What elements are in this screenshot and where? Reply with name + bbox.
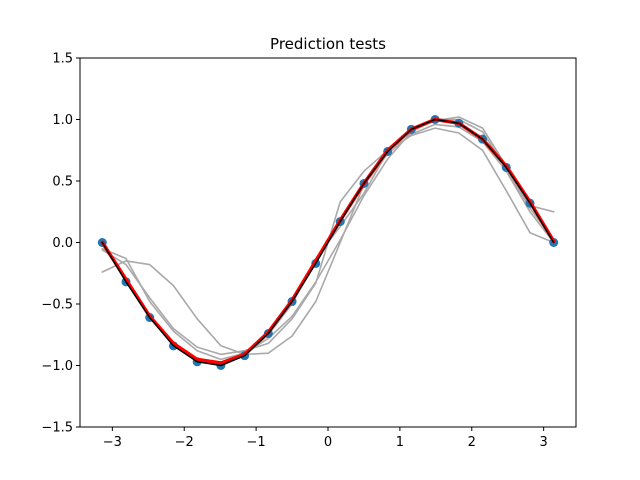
- y-tick-label: 0.0: [52, 236, 73, 251]
- y-tick-label: 1.5: [52, 52, 73, 67]
- x-tick-label: 2: [468, 435, 476, 450]
- y-tick-label: −1.0: [41, 359, 73, 374]
- plot-area: [97, 115, 559, 370]
- y-tick-label: 0.5: [52, 175, 73, 190]
- x-tick-label: 3: [540, 435, 548, 450]
- x-tick-label: −1: [247, 435, 266, 450]
- x-tick-label: −2: [175, 435, 194, 450]
- x-axis: −3 −2 −1 0 1 2 3: [103, 427, 548, 450]
- y-tick-label: −0.5: [41, 298, 73, 313]
- chart-title: Prediction tests: [270, 35, 386, 53]
- truth-line: [101, 118, 555, 367]
- x-tick-label: −3: [103, 435, 122, 450]
- x-tick-label: 0: [324, 435, 332, 450]
- x-tick-label: 1: [396, 435, 404, 450]
- y-tick-label: −1.5: [41, 421, 73, 436]
- y-tick-label: 1.0: [52, 113, 73, 128]
- y-axis: −1.5 −1.0 −0.5 0.0 0.5 1.0 1.5: [41, 52, 80, 436]
- test-series-line: [101, 118, 555, 361]
